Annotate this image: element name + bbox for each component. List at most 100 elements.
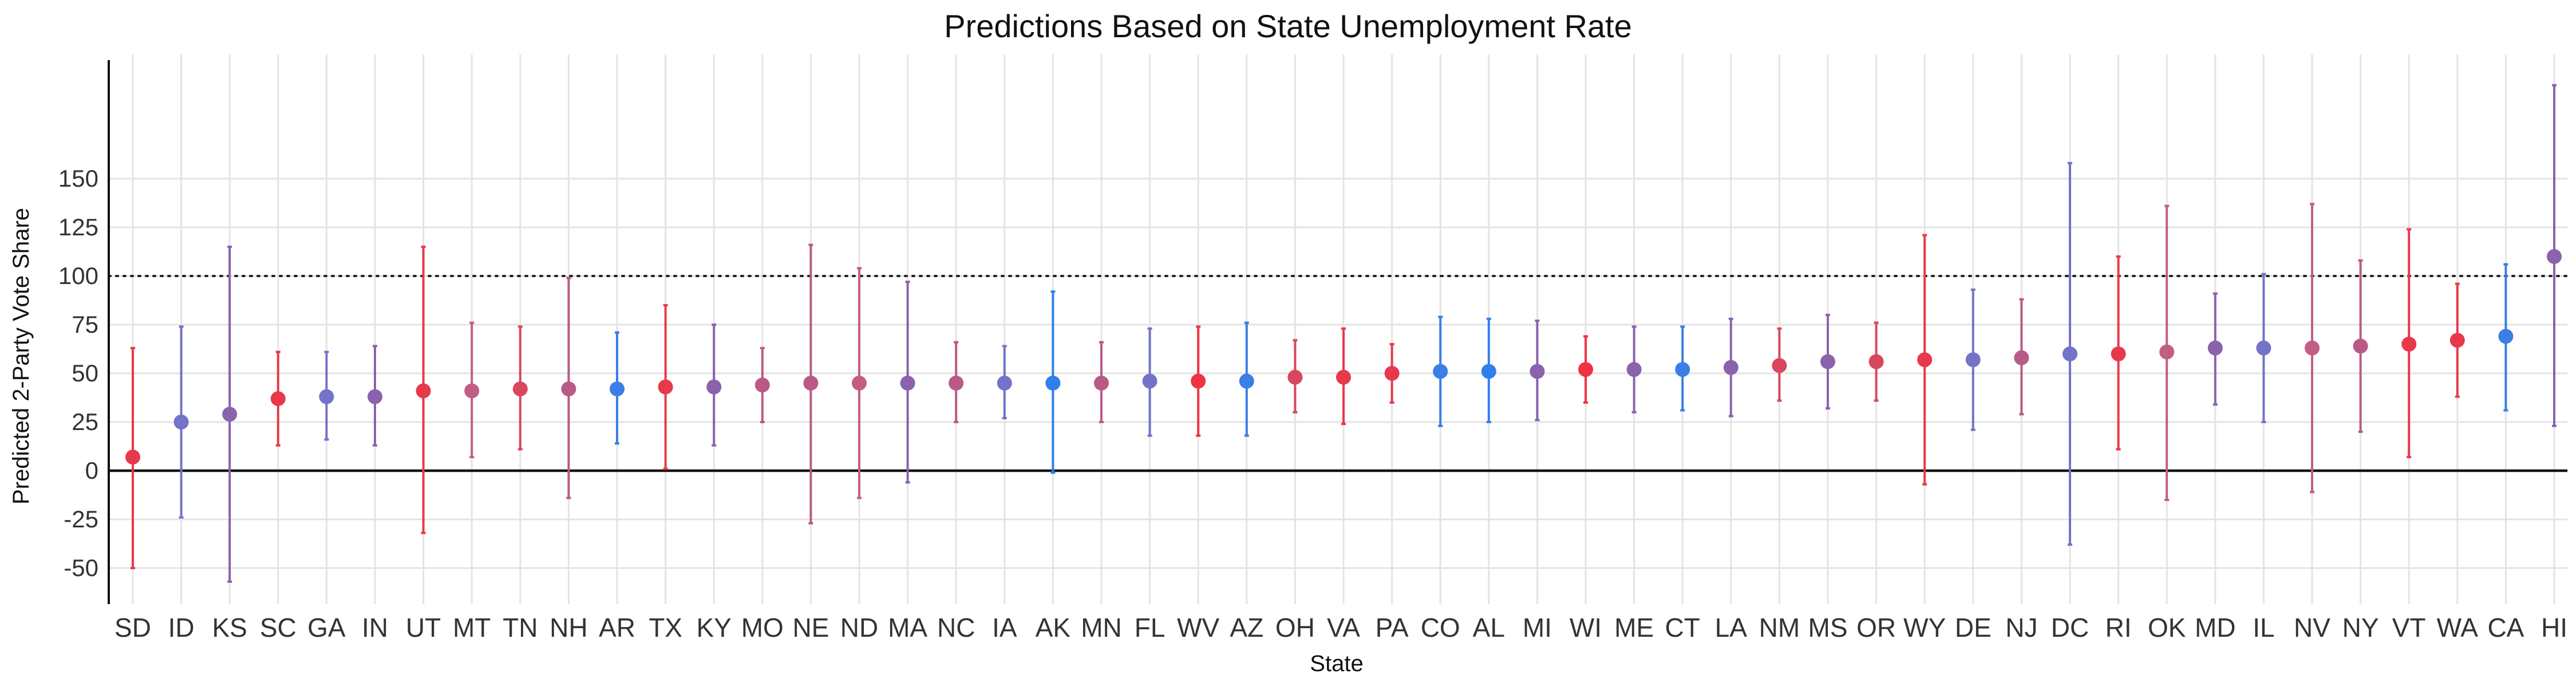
data-point-mi — [1530, 364, 1545, 379]
data-point-ne — [803, 376, 819, 391]
data-point-or — [1868, 354, 1884, 369]
x-tick-label-ct: CT — [1665, 613, 1700, 642]
x-tick-label-nj: NJ — [2005, 613, 2037, 642]
y-tick-label: 150 — [58, 165, 98, 192]
chart-title: Predictions Based on State Unemployment … — [944, 8, 1632, 44]
data-point-nj — [2014, 350, 2029, 365]
data-point-va — [1336, 369, 1351, 385]
x-tick-label-mt: MT — [453, 613, 491, 642]
x-tick-label-ri: RI — [2105, 613, 2132, 642]
x-tick-label-ca: CA — [2487, 613, 2524, 642]
data-point-ms — [1820, 354, 1835, 369]
grid — [109, 54, 2567, 604]
data-point-md — [2207, 340, 2223, 356]
y-tick-label: 75 — [72, 311, 98, 338]
data-point-vt — [2401, 337, 2417, 352]
x-tick-label-nc: NC — [937, 613, 975, 642]
x-tick-label-oh: OH — [1275, 613, 1315, 642]
x-tick-label-hi: HI — [2541, 613, 2567, 642]
data-point-ri — [2111, 346, 2126, 361]
x-axis-label: State — [1310, 651, 1363, 676]
x-tick-label-ne: NE — [792, 613, 829, 642]
x-tick-label-al: AL — [1473, 613, 1505, 642]
reference-lines — [108, 275, 2569, 472]
data-point-hi — [2547, 249, 2562, 264]
data-point-nc — [949, 376, 964, 391]
data-point-sc — [270, 391, 286, 407]
data-point-nm — [1772, 358, 1787, 373]
data-point-la — [1723, 360, 1739, 375]
x-tick-label-mn: MN — [1081, 613, 1122, 642]
data-point-wi — [1578, 362, 1593, 377]
y-tick-label: -50 — [64, 554, 98, 581]
data-point-mo — [754, 377, 770, 393]
data-point-sd — [125, 450, 140, 465]
x-tick-label-ga: GA — [307, 613, 346, 642]
y-tick-label: -25 — [64, 506, 98, 533]
x-tick-label-me: ME — [1614, 613, 1654, 642]
x-tick-label-ar: AR — [599, 613, 635, 642]
x-tick-label-nd: ND — [840, 613, 878, 642]
data-point-wy — [1917, 352, 1933, 368]
data-point-dc — [2063, 346, 2077, 361]
x-tick-label-az: AZ — [1230, 613, 1263, 642]
data-point-fl — [1142, 373, 1157, 389]
y-tick-labels: -50 -25 0 25 50 75 100 125 150 — [58, 165, 98, 581]
y-tick-label: 125 — [58, 214, 98, 240]
x-tick-label-or: OR — [1856, 613, 1896, 642]
data-point-ar — [610, 381, 625, 397]
data-point-mt — [464, 383, 480, 399]
x-tick-label-ma: MA — [888, 613, 927, 642]
x-tick-label-ia: IA — [992, 613, 1017, 642]
data-point-tx — [658, 379, 673, 395]
x-tick-label-wa: WA — [2437, 613, 2479, 642]
data-point-me — [1626, 362, 1642, 377]
data-point-ky — [706, 379, 722, 395]
data-point-nv — [2305, 340, 2320, 356]
x-tick-label-dc: DC — [2051, 613, 2089, 642]
data-point-ca — [2498, 329, 2514, 344]
data-point-de — [1965, 352, 1981, 368]
data-point-id — [173, 415, 189, 429]
data-point-tn — [512, 381, 528, 397]
data-point-wv — [1191, 373, 1206, 389]
x-tick-label-ks: KS — [212, 613, 247, 642]
x-tick-label-ms: MS — [1808, 613, 1848, 642]
x-tick-label-nh: NH — [550, 613, 587, 642]
x-tick-label-in: IN — [362, 613, 388, 642]
y-tick-label: 25 — [72, 408, 98, 435]
data-point-ga — [319, 389, 334, 404]
x-tick-label-va: VA — [1327, 613, 1360, 642]
x-tick-label-nm: NM — [1759, 613, 1800, 642]
data-point-nh — [561, 381, 576, 397]
y-tick-label: 50 — [72, 360, 98, 387]
data-point-nd — [852, 376, 867, 391]
x-tick-label-wv: WV — [1177, 613, 1219, 642]
y-tick-label: 0 — [85, 457, 98, 484]
x-tick-label-il: IL — [2253, 613, 2274, 642]
x-tick-label-md: MD — [2195, 613, 2236, 642]
data-point-ct — [1675, 362, 1690, 377]
x-tick-label-sd: SD — [114, 613, 151, 642]
data-points — [125, 249, 2562, 465]
x-tick-label-id: ID — [168, 613, 195, 642]
data-point-mn — [1094, 376, 1109, 391]
x-tick-label-co: CO — [1421, 613, 1460, 642]
y-tick-label: 100 — [58, 262, 98, 289]
data-point-in — [368, 389, 382, 404]
data-point-al — [1481, 364, 1496, 379]
x-tick-label-mi: MI — [1523, 613, 1552, 642]
x-tick-label-nv: NV — [2294, 613, 2330, 642]
data-point-ny — [2353, 338, 2368, 354]
x-tick-label-pa: PA — [1376, 613, 1409, 642]
x-tick-label-la: LA — [1715, 613, 1748, 642]
x-tick-label-ut: UT — [406, 613, 441, 642]
data-point-il — [2256, 340, 2271, 356]
data-point-ut — [416, 383, 431, 399]
x-tick-label-ok: OK — [2148, 613, 2186, 642]
x-tick-label-de: DE — [1955, 613, 1992, 642]
x-tick-label-tx: TX — [649, 613, 682, 642]
data-point-ks — [222, 407, 238, 422]
